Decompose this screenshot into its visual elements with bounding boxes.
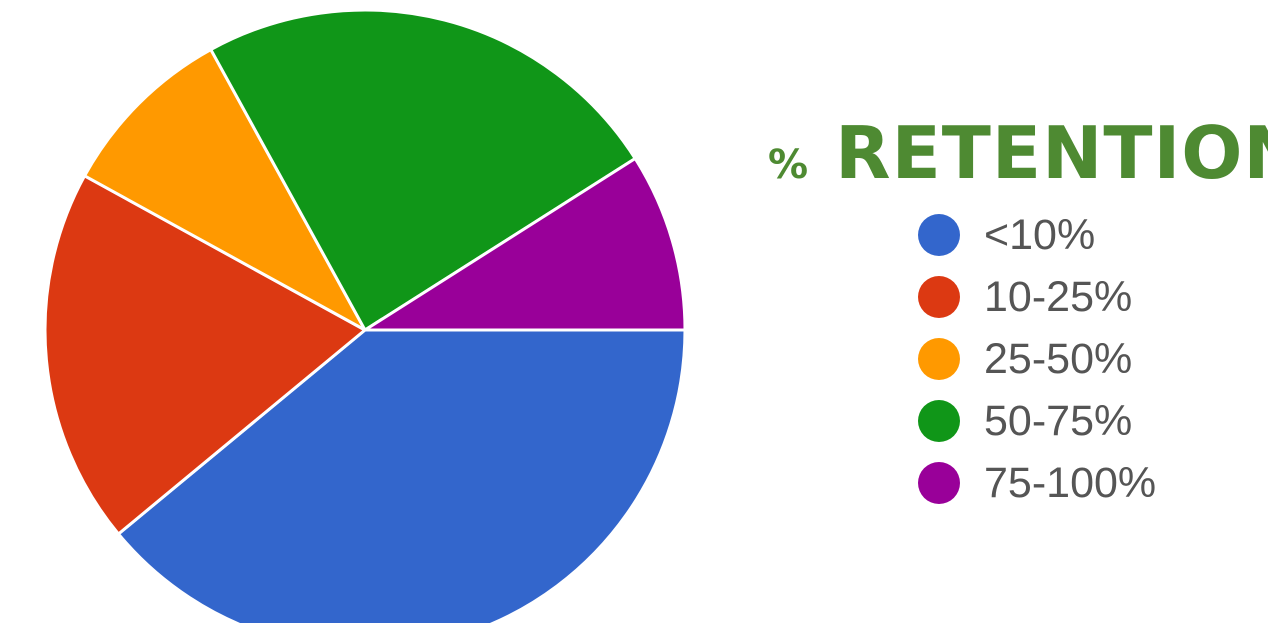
pie-chart	[43, 8, 687, 623]
legend-swatch	[918, 214, 960, 256]
legend-label: 25-50%	[984, 334, 1133, 383]
legend-item: 50-75%	[918, 390, 1258, 452]
legend: <10% 10-25% 25-50% 50-75% 75-100%	[918, 204, 1258, 514]
legend-swatch	[918, 276, 960, 318]
legend-item: <10%	[918, 204, 1258, 266]
chart-title: % RETENTION	[768, 111, 1268, 195]
pie-slice-2	[43, 174, 367, 536]
legend-label: 75-100%	[984, 458, 1157, 507]
pie-slice-1	[116, 328, 687, 623]
legend-swatch	[918, 400, 960, 442]
pie-slice-3	[83, 48, 367, 332]
legend-label: <10%	[984, 210, 1096, 259]
pie-svg	[43, 8, 687, 623]
legend-item: 75-100%	[918, 452, 1258, 514]
legend-item: 10-25%	[918, 266, 1258, 328]
legend-item: 25-50%	[918, 328, 1258, 390]
legend-swatch	[918, 338, 960, 380]
legend-swatch	[918, 462, 960, 504]
pie-slice-5	[363, 157, 687, 332]
pie-slice-4	[209, 8, 637, 332]
legend-label: 50-75%	[984, 396, 1133, 445]
legend-label: 10-25%	[984, 272, 1133, 321]
